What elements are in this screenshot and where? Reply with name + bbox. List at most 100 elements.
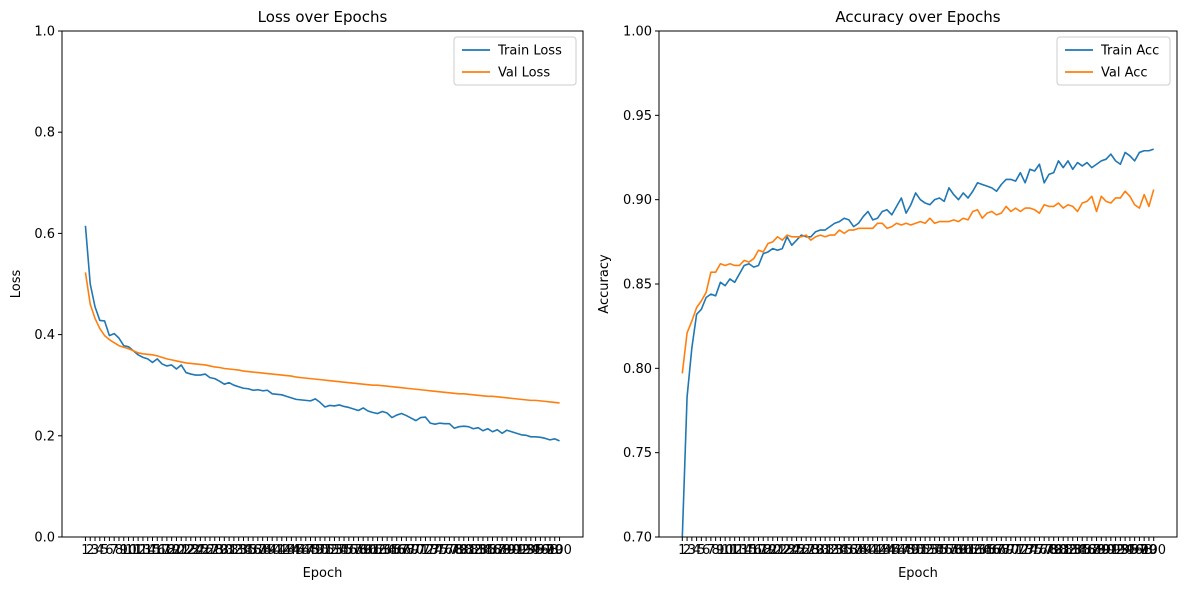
x-tick-label: 34 (831, 543, 848, 558)
x-tick-label: 10 (120, 543, 137, 558)
x-tick-label: 67 (393, 543, 410, 558)
x-tick-label: 22 (178, 543, 195, 558)
x-tick-label: 44 (283, 543, 300, 558)
x-tick-label: 47 (297, 543, 314, 558)
x-tick-label: 56 (936, 543, 953, 558)
x-tick-label: 41 (269, 543, 286, 558)
x-tick-label: 79 (451, 543, 468, 558)
x-tick-label: 50 (907, 543, 924, 558)
x-tick-label: 77 (441, 543, 458, 558)
x-tick-label: 67 (988, 543, 1005, 558)
x-tick-label: 69 (998, 543, 1015, 558)
x-tick-label: 100 (1141, 543, 1166, 558)
x-tick-label: 35 (240, 543, 257, 558)
x-tick-label: 92 (513, 543, 530, 558)
x-tick-label: 89 (499, 543, 516, 558)
x-tick-label: 80 (456, 543, 473, 558)
x-tick-label: 9 (120, 543, 128, 558)
x-tick-label: 73 (422, 543, 439, 558)
x-tick-label: 14 (736, 543, 753, 558)
x-tick-label: 56 (341, 543, 358, 558)
x-tick-label: 77 (1036, 543, 1053, 558)
x-tick-label: 88 (1088, 543, 1105, 558)
x-tick-label: 99 (546, 543, 563, 558)
x-tick-label: 66 (388, 543, 405, 558)
x-tick-label: 28 (803, 543, 820, 558)
x-tick-label: 13 (135, 543, 152, 558)
x-tick-label: 17 (750, 543, 767, 558)
x-tick-label: 51 (317, 543, 334, 558)
x-tick-label: 42 (869, 543, 886, 558)
x-tick-label: 20 (765, 543, 782, 558)
x-tick-label: 65 (979, 543, 996, 558)
x-tick-label: 31 (817, 543, 834, 558)
x-tick-label: 6 (702, 543, 710, 558)
x-tick-label: 60 (360, 543, 377, 558)
x-tick-label: 1 (81, 543, 89, 558)
x-tick-label: 27 (202, 543, 219, 558)
x-tick-label: 49 (903, 543, 920, 558)
accuracy-chart: 1234567891011121314151617181920212223242… (597, 8, 1178, 581)
x-tick-label: 83 (470, 543, 487, 558)
x-tick-label: 70 (1003, 543, 1020, 558)
x-tick-label: 87 (1084, 543, 1101, 558)
x-tick-label: 8 (115, 543, 123, 558)
x-tick-label: 29 (807, 543, 824, 558)
x-tick-label: 17 (154, 543, 171, 558)
x-tick-label: 33 (230, 543, 247, 558)
legend-entry: Train Loss (497, 44, 562, 59)
x-tick-label: 86 (1079, 543, 1096, 558)
x-tick-label: 15 (741, 543, 758, 558)
legend-box (453, 36, 577, 86)
x-tick-label: 13 (731, 543, 748, 558)
x-tick-label: 18 (159, 543, 176, 558)
x-tick-label: 19 (163, 543, 180, 558)
y-tick-label: 0.90 (623, 193, 652, 208)
x-tick-label: 85 (479, 543, 496, 558)
x-tick-label: 9 (716, 543, 724, 558)
x-tick-label: 26 (197, 543, 214, 558)
x-tick-label: 79 (1045, 543, 1062, 558)
x-tick-label: 33 (826, 543, 843, 558)
x-tick-label: 16 (149, 543, 166, 558)
y-tick-label: 0.6 (34, 227, 55, 242)
x-tick-label: 8 (711, 543, 719, 558)
x-tick-label: 72 (417, 543, 434, 558)
x-tick-label: 92 (1107, 543, 1124, 558)
x-tick-label: 35 (836, 543, 853, 558)
x-tick-label: 96 (532, 543, 549, 558)
x-tick-label: 85 (1074, 543, 1091, 558)
x-tick-label: 19 (760, 543, 777, 558)
x-tick-label: 11 (125, 543, 142, 558)
x-tick-label: 45 (884, 543, 901, 558)
x-tick-label: 47 (893, 543, 910, 558)
legend-box (1056, 36, 1171, 86)
y-tick-label: 0.75 (623, 446, 652, 461)
x-tick-label: 87 (489, 543, 506, 558)
x-tick-label: 52 (917, 543, 934, 558)
x-tick-label: 46 (888, 543, 905, 558)
x-tick-label: 57 (345, 543, 362, 558)
y-tick-label: 0.70 (623, 531, 652, 546)
x-tick-label: 82 (465, 543, 482, 558)
y-tick-label: 0.8 (34, 126, 55, 141)
x-tick-label: 32 (822, 543, 839, 558)
x-tick-label: 24 (187, 543, 204, 558)
y-tick-label: 0.0 (34, 531, 55, 546)
x-tick-label: 40 (264, 543, 281, 558)
x-tick-label: 45 (288, 543, 305, 558)
chart-title: Loss over Epochs (258, 8, 388, 26)
x-tick-label: 26 (793, 543, 810, 558)
x-tick-label: 20 (168, 543, 185, 558)
x-tick-label: 69 (403, 543, 420, 558)
x-tick-label: 53 (326, 543, 343, 558)
x-tick-label: 57 (941, 543, 958, 558)
x-tick-label: 54 (926, 543, 943, 558)
x-tick-label: 62 (964, 543, 981, 558)
x-tick-label: 7 (707, 543, 715, 558)
x-tick-label: 70 (408, 543, 425, 558)
x-tick-label: 5 (100, 543, 108, 558)
x-tick-label: 94 (1117, 543, 1134, 558)
x-tick-label: 22 (774, 543, 791, 558)
